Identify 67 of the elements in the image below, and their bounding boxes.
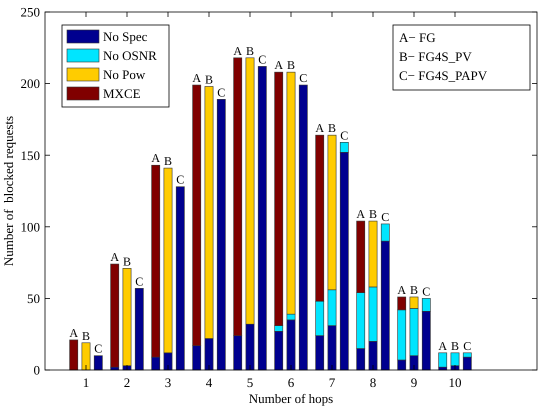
annotation: C [217,85,226,100]
bar [69,340,78,370]
legend-label: MXCE [103,86,141,101]
bar [110,264,120,368]
annotation: C [340,128,348,142]
annotation: A− FG [399,30,436,45]
y-tick-label: 100 [20,219,40,234]
annotation: B [410,282,418,297]
x-tick-label: 9 [410,375,418,390]
annotation: C [381,210,390,224]
annotation: B [450,338,460,353]
annotation: B [368,207,378,222]
bar [122,268,132,366]
y-tick-label: 0 [34,362,40,378]
annotation: A [438,338,448,353]
bar [438,352,448,368]
annotation: C [135,274,144,288]
bar [94,355,103,370]
annotation: A [315,121,324,136]
annotation: B− FG4S_PV [399,49,472,64]
x-tick-label: 3 [164,375,172,390]
y-tick-label: 250 [20,4,40,20]
annotation: C [422,284,430,298]
legend-label: No Pow [103,67,146,82]
legend-label: No OSNR [103,48,158,63]
x-tick-label: 6 [288,375,295,390]
y-tick-label: 50 [27,290,40,306]
bar [450,352,460,366]
annotation: A [69,326,78,340]
annotation: B [328,121,336,136]
annotation: C [176,172,184,187]
x-tick-label: 10 [448,375,462,390]
x-tick-label: 4 [206,375,213,390]
annotation: A [151,151,160,166]
x-tick-label: 7 [328,375,336,390]
y-tick-label: 150 [20,148,40,163]
annotation: A [397,282,406,297]
y-tick-label: 200 [20,76,40,92]
annotation: B [286,58,296,72]
bar [82,342,90,370]
annotation: B [122,254,132,268]
annotation: C [94,342,102,356]
annotation: C [258,52,266,66]
bar [176,186,185,370]
bar [134,288,144,370]
annotation: A [192,71,202,86]
x-axis-title: Number of hops [248,391,334,406]
x-tick-label: 1 [82,375,90,390]
annotation: C [299,71,308,86]
x-tick-label: 8 [370,375,376,390]
bar [258,66,267,370]
legend-label: No Spec [103,29,148,44]
bar [216,99,226,370]
annotation: B [164,154,172,168]
x-tick-label: 2 [124,375,130,390]
annotation: C− FG4S_PAPV [399,68,488,83]
annotation: A [110,250,120,264]
annotation: C [463,338,472,353]
y-axis-title: Number of blocked requests [1,116,16,266]
bar [298,84,308,370]
annotation: A [356,207,366,222]
x-tick-label: 5 [246,375,254,390]
annotation: B [246,44,254,58]
annotation: B [82,328,90,343]
annotation: B [204,72,214,86]
annotation: A [233,44,242,58]
annotation: A [274,58,284,72]
